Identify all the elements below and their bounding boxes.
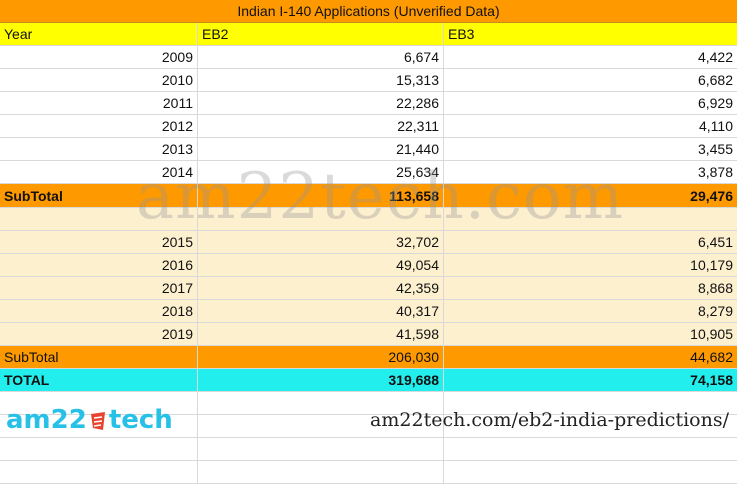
empty-row [0, 438, 737, 461]
eb3-cell[interactable]: 3,878 [697, 164, 733, 180]
table-title: Indian I-140 Applications (Unverified Da… [237, 3, 500, 19]
empty-cell[interactable] [198, 461, 444, 483]
eb3-cell[interactable]: 8,279 [697, 303, 733, 319]
header-eb2[interactable]: EB2 [198, 23, 444, 45]
logo-mark-icon [89, 409, 107, 431]
subtotal-row: SubTotal 113,658 29,476 [0, 184, 737, 208]
empty-cell[interactable] [198, 208, 444, 230]
table-row: 2016 49,054 10,179 [0, 254, 737, 277]
empty-row [0, 461, 737, 484]
eb3-cell[interactable]: 6,929 [697, 95, 733, 111]
eb2-cell[interactable]: 32,702 [198, 231, 444, 253]
eb3-cell[interactable]: 3,455 [697, 141, 733, 157]
year-cell[interactable]: 2013 [0, 138, 198, 160]
empty-cell[interactable] [198, 392, 444, 414]
total-label[interactable]: TOTAL [0, 369, 198, 391]
table-row: 2019 41,598 10,905 [0, 323, 737, 346]
eb2-cell[interactable]: 15,313 [198, 69, 444, 91]
eb2-cell[interactable]: 49,054 [198, 254, 444, 276]
year-cell[interactable]: 2019 [0, 323, 198, 345]
eb3-cell[interactable]: 10,179 [690, 257, 733, 273]
logo-text-right: tech [108, 405, 173, 435]
subtotal-eb3[interactable]: 44,682 [690, 349, 733, 365]
subtotal-label[interactable]: SubTotal [0, 184, 198, 207]
table-row: 2009 6,674 4,422 [0, 46, 737, 69]
subtotal-eb2[interactable]: 206,030 [198, 346, 444, 368]
total-eb3[interactable]: 74,158 [690, 372, 733, 388]
total-row: TOTAL 319,688 74,158 [0, 369, 737, 392]
empty-cell[interactable] [0, 415, 198, 437]
eb3-cell[interactable]: 6,682 [697, 72, 733, 88]
eb2-cell[interactable]: 42,359 [198, 277, 444, 299]
subtotal-eb2[interactable]: 113,658 [198, 184, 444, 207]
empty-cell[interactable] [0, 208, 198, 230]
empty-cell[interactable] [444, 438, 737, 460]
year-cell[interactable]: 2012 [0, 115, 198, 137]
empty-cell[interactable] [444, 461, 737, 483]
table-row: 2010 15,313 6,682 [0, 69, 737, 92]
empty-row [0, 415, 737, 438]
eb2-cell[interactable]: 41,598 [198, 323, 444, 345]
table-row: 2017 42,359 8,868 [0, 277, 737, 300]
eb2-cell[interactable]: 25,634 [198, 161, 444, 183]
subtotal-row: SubTotal 206,030 44,682 [0, 346, 737, 369]
empty-cell[interactable] [198, 438, 444, 460]
eb3-cell[interactable]: 6,451 [697, 234, 733, 250]
table-row: 2011 22,286 6,929 [0, 92, 737, 115]
year-cell[interactable]: 2010 [0, 69, 198, 91]
year-cell[interactable]: 2018 [0, 300, 198, 322]
header-year[interactable]: Year [0, 23, 198, 45]
eb2-cell[interactable]: 6,674 [198, 46, 444, 68]
footer-url: am22tech.com/eb2-india-predictions/ [370, 409, 729, 431]
empty-cell[interactable] [0, 461, 198, 483]
header-eb3[interactable]: EB3 [448, 26, 475, 42]
eb2-cell[interactable]: 21,440 [198, 138, 444, 160]
empty-cell[interactable] [198, 415, 444, 437]
eb2-cell[interactable]: 22,311 [198, 115, 444, 137]
table-row: 2014 25,634 3,878 [0, 161, 737, 184]
year-cell[interactable]: 2009 [0, 46, 198, 68]
eb2-cell[interactable]: 40,317 [198, 300, 444, 322]
year-cell[interactable]: 2016 [0, 254, 198, 276]
year-cell[interactable]: 2011 [0, 92, 198, 114]
table-title-row: Indian I-140 Applications (Unverified Da… [0, 0, 737, 23]
table-row: 2013 21,440 3,455 [0, 138, 737, 161]
eb3-cell[interactable]: 4,422 [697, 49, 733, 65]
year-cell[interactable]: 2014 [0, 161, 198, 183]
year-cell[interactable]: 2015 [0, 231, 198, 253]
subtotal-eb3[interactable]: 29,476 [690, 187, 733, 204]
eb3-cell[interactable]: 8,868 [697, 280, 733, 296]
eb2-cell[interactable]: 22,286 [198, 92, 444, 114]
spacer-row [0, 208, 737, 231]
subtotal-label[interactable]: SubTotal [0, 346, 198, 368]
eb3-cell[interactable]: 4,110 [699, 118, 733, 134]
header-row: Year EB2 EB3 [0, 23, 737, 46]
empty-cell[interactable] [0, 392, 198, 414]
table-row: 2018 40,317 8,279 [0, 300, 737, 323]
table-row: 2012 22,311 4,110 [0, 115, 737, 138]
brand-logo: am22 tech [6, 404, 173, 436]
empty-row [0, 392, 737, 415]
year-cell[interactable]: 2017 [0, 277, 198, 299]
table-row: 2015 32,702 6,451 [0, 231, 737, 254]
empty-cell[interactable] [0, 438, 198, 460]
eb3-cell[interactable]: 10,905 [690, 326, 733, 342]
logo-text-left: am22 [6, 405, 87, 435]
total-eb2[interactable]: 319,688 [198, 369, 444, 391]
empty-cell[interactable] [444, 208, 737, 230]
